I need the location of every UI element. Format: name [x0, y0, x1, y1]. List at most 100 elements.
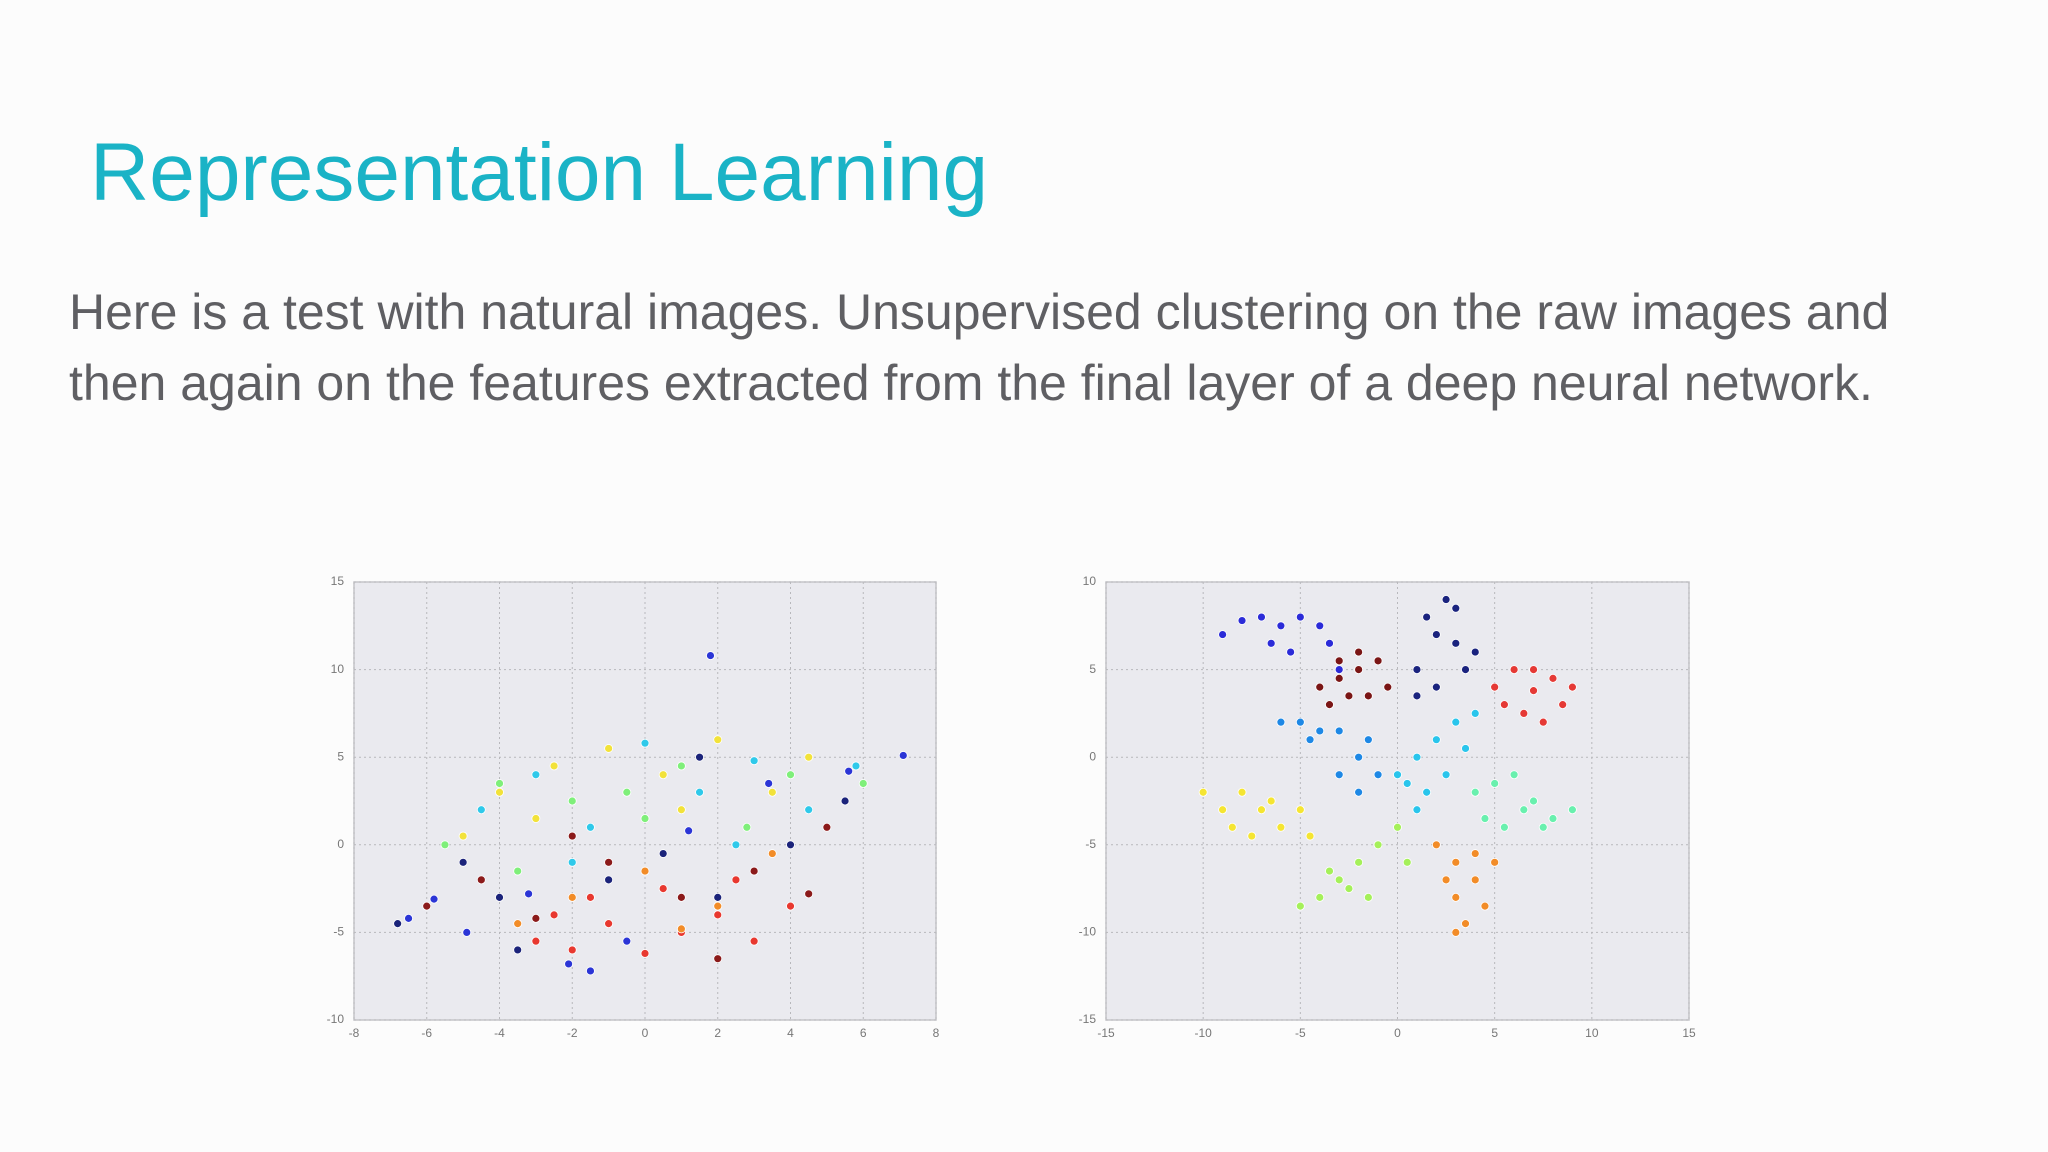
- scatter-point: [531, 936, 541, 946]
- scatter-point: [1470, 787, 1480, 797]
- scatter-point: [1441, 875, 1451, 885]
- scatter-point: [1354, 787, 1364, 797]
- scatter-point: [1519, 805, 1529, 815]
- scatter-point: [1363, 691, 1373, 701]
- y-tick-label: -5: [333, 925, 344, 939]
- scatter-point: [1218, 805, 1227, 815]
- x-tick-label: 10: [1585, 1026, 1599, 1040]
- scatter-point: [1441, 595, 1451, 604]
- scatter-point: [640, 949, 650, 958]
- scatter-point: [1499, 822, 1509, 832]
- scatter-point: [1266, 796, 1276, 806]
- scatter-point: [1529, 796, 1538, 806]
- scatter-point: [713, 892, 723, 902]
- scatter-point: [1276, 822, 1286, 832]
- scatter-point: [1461, 919, 1470, 929]
- scatter-point: [1470, 709, 1480, 718]
- scatter-point: [1441, 770, 1451, 780]
- scatter-point: [1402, 779, 1412, 788]
- scatter-point: [676, 892, 686, 902]
- scatter-point: [767, 849, 777, 858]
- title: Representation Learning: [90, 127, 988, 218]
- scatter-point: [531, 814, 541, 823]
- scatter-point: [604, 919, 614, 929]
- scatter-point: [1334, 770, 1344, 780]
- y-tick-label: 0: [1089, 749, 1096, 763]
- scatter-point: [1325, 866, 1334, 876]
- scatter-point: [549, 761, 559, 771]
- x-tick-label: -2: [567, 1026, 578, 1040]
- scatter-point: [1412, 691, 1422, 701]
- scatter-point: [713, 735, 723, 745]
- scatter-point: [1344, 691, 1354, 701]
- scatter-point: [640, 738, 650, 748]
- scatter-point: [822, 822, 832, 832]
- scatter-point: [713, 954, 723, 964]
- scatter-point: [1305, 831, 1315, 841]
- scatter-point: [1237, 787, 1247, 797]
- scatter-point: [786, 770, 795, 780]
- body-line: Here is a test with natural images. Unsu…: [69, 284, 1889, 340]
- scatter-point: [1412, 665, 1422, 674]
- scatter-point: [640, 814, 650, 823]
- scatter-point: [742, 822, 752, 832]
- scatter-point: [567, 892, 577, 902]
- scatter-point: [1315, 621, 1325, 631]
- x-tick-label: 0: [1394, 1026, 1401, 1040]
- scatter-point: [658, 884, 668, 893]
- scatter-point: [567, 945, 577, 955]
- scatter-point: [1373, 840, 1383, 850]
- scatter-point: [586, 892, 595, 902]
- y-tick-label: -10: [327, 1012, 345, 1026]
- y-tick-label: 10: [1083, 574, 1097, 588]
- scatter-point: [658, 849, 668, 858]
- scatter-point: [440, 840, 450, 850]
- scatter-point: [567, 796, 577, 806]
- scatter-point: [1315, 892, 1325, 902]
- x-tick-label: -4: [494, 1026, 505, 1040]
- scatter-point: [1461, 744, 1470, 753]
- scatter-point: [1286, 647, 1296, 657]
- scatter-point: [531, 770, 541, 780]
- scatter-point: [513, 866, 523, 876]
- scatter-point: [1315, 682, 1325, 692]
- y-tick-label: -5: [1085, 837, 1096, 851]
- scatter-point: [640, 866, 650, 876]
- scatter-point: [586, 966, 595, 976]
- y-tick-label: 5: [337, 749, 344, 763]
- scatter-point: [586, 822, 595, 832]
- scatter-point: [1509, 770, 1519, 780]
- scatter-point: [684, 826, 694, 836]
- scatter-point: [1218, 630, 1227, 639]
- scatter-point: [676, 805, 686, 815]
- y-tick-label: 10: [331, 662, 345, 676]
- scatter-point: [1334, 673, 1344, 683]
- scatter-point: [804, 889, 814, 899]
- y-tick-label: -15: [1079, 1012, 1097, 1026]
- scatter-point: [840, 796, 850, 806]
- scatter-point: [429, 894, 439, 904]
- scatter-point: [1344, 884, 1354, 893]
- x-tick-label: -5: [1295, 1026, 1306, 1040]
- scatter-point: [858, 779, 868, 788]
- scatter-point: [1470, 875, 1480, 885]
- scatter-point: [567, 831, 577, 841]
- x-tick-label: -10: [1194, 1026, 1212, 1040]
- scatter-point: [1499, 700, 1509, 710]
- scatter-point: [1227, 822, 1237, 832]
- scatter-point: [1451, 638, 1461, 648]
- scatter-point: [749, 936, 759, 946]
- scatter-point: [1198, 787, 1208, 797]
- scatter-point: [604, 857, 614, 867]
- y-tick-label: 15: [331, 574, 345, 588]
- scatter-point: [1519, 709, 1529, 718]
- scatter-point: [764, 779, 774, 788]
- scatter-point: [1470, 849, 1480, 858]
- scatter-point: [1451, 603, 1461, 613]
- scatter-point: [1402, 857, 1412, 867]
- scatter-point: [1247, 831, 1257, 841]
- scatter-point: [524, 889, 533, 899]
- scatter-point: [1568, 682, 1577, 692]
